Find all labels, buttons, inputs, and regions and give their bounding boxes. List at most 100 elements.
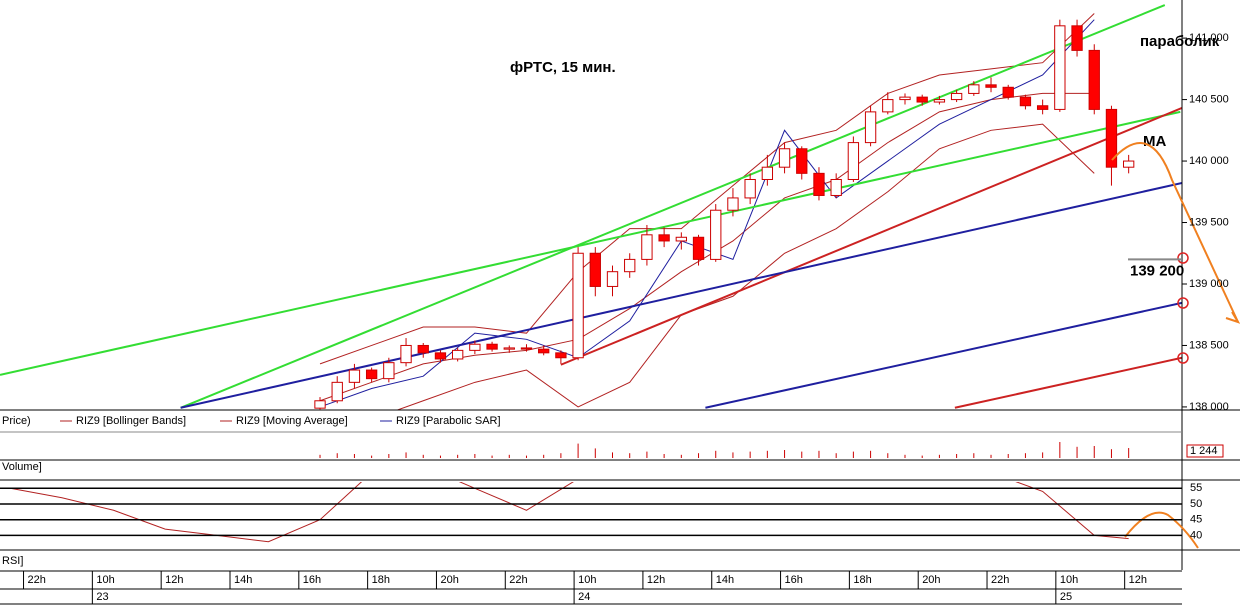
candle-body (365, 369, 378, 380)
y-tick-label: 141 000 (1189, 32, 1229, 44)
candle-body (520, 347, 533, 350)
x-tick-label: 22h (991, 574, 1009, 586)
candle-body (710, 209, 722, 260)
legend-label: RIZ9 [Bollinger Bands] (76, 415, 186, 427)
candle-body (503, 347, 515, 350)
trend-line (560, 107, 1182, 366)
candle-body (348, 369, 361, 383)
arrowhead (1225, 311, 1240, 324)
candle-body (1105, 108, 1118, 168)
indicator-line (319, 19, 1095, 408)
x-tick-label: 14h (234, 574, 252, 586)
y-tick-label: 55 (1190, 482, 1202, 494)
candle-body (400, 344, 412, 364)
candle-body (1071, 25, 1083, 51)
day-label: 24 (578, 591, 590, 603)
panel-label: Volume] (2, 461, 42, 473)
rsi-line (10, 482, 1129, 543)
candle-body (1088, 49, 1100, 110)
candle-body (778, 148, 791, 168)
x-tick-label: 12h (165, 574, 183, 586)
x-tick-label: 10h (578, 574, 596, 586)
y-tick-label: 139 000 (1189, 278, 1229, 290)
y-tick-label: 40 (1190, 529, 1202, 541)
candle-body (1002, 86, 1014, 98)
candle-body (796, 148, 808, 174)
panel-label: RSI] (2, 555, 23, 567)
indicator-line (319, 92, 1095, 402)
price-plot (0, 4, 1182, 410)
candle-body (451, 349, 464, 360)
candle-body (1019, 96, 1032, 107)
candle-body (692, 236, 705, 260)
candle-body (813, 172, 825, 196)
trend-line (180, 4, 1166, 409)
y-tick-label: 138 000 (1189, 401, 1229, 413)
candle-body (641, 234, 653, 260)
y-tick-label: 45 (1190, 514, 1202, 526)
candle-body (331, 381, 343, 402)
x-tick-label: 16h (303, 574, 321, 586)
candle-body (417, 344, 429, 354)
x-tick-label: 12h (1129, 574, 1147, 586)
y-tick-label: 140 000 (1189, 155, 1229, 167)
candle-body (864, 111, 877, 144)
candle-body (555, 352, 567, 359)
level-label: 139 200 (1130, 262, 1184, 279)
trend-line (705, 301, 1182, 409)
marker-circle (1177, 252, 1189, 264)
volume-label: 1 244 (1190, 445, 1218, 457)
candle-body (847, 142, 860, 180)
x-tick-label: 22h (509, 574, 527, 586)
candle-body (1054, 25, 1066, 110)
annotation: MA (1143, 133, 1166, 150)
candle-body (434, 352, 447, 360)
candle-body (916, 96, 928, 103)
arrow (1124, 511, 1199, 549)
x-tick-label: 18h (853, 574, 871, 586)
candle-body (469, 343, 481, 351)
x-tick-label: 18h (372, 574, 390, 586)
arrow (1111, 142, 1239, 323)
candle-body (675, 236, 687, 242)
candle-body (383, 362, 395, 380)
day-label: 25 (1060, 591, 1072, 603)
y-tick-label: 138 500 (1189, 339, 1229, 351)
x-tick-label: 12h (647, 574, 665, 586)
candle-body (572, 252, 584, 359)
indicator-line (319, 13, 1095, 365)
trend-line (0, 110, 1181, 376)
volume-box (1186, 444, 1224, 458)
trend-line (180, 181, 1182, 409)
day-label: 23 (96, 591, 108, 603)
x-tick-label: 22h (28, 574, 46, 586)
indicator-line (395, 123, 1095, 410)
legend-label: RIZ9 [Parabolic SAR] (396, 415, 501, 427)
y-tick-label: 50 (1190, 498, 1202, 510)
x-tick-label: 20h (440, 574, 458, 586)
candle-body (968, 84, 980, 94)
candle-body (538, 348, 550, 354)
candle-body (744, 178, 756, 199)
candle-body (658, 234, 670, 242)
candle-body (950, 92, 963, 101)
x-tick-label: 10h (1060, 574, 1078, 586)
legend-label: RIZ9 [Moving Average] (236, 415, 348, 427)
candle-body (606, 271, 619, 287)
trend-line (954, 356, 1182, 409)
x-tick-label: 20h (922, 574, 940, 586)
candle-body (314, 400, 326, 409)
chart-title: фРТС, 15 мин. (510, 59, 616, 76)
annotation: параболик (1140, 33, 1220, 50)
candle-body (985, 84, 997, 88)
candle-body (589, 252, 601, 287)
y-tick-label: 139 500 (1189, 216, 1229, 228)
x-tick-label: 10h (96, 574, 114, 586)
candle-body (933, 99, 946, 103)
candle-body (899, 96, 911, 101)
candle-body (761, 166, 774, 180)
y-tick-label: 140 500 (1189, 93, 1229, 105)
rsi-plot (10, 482, 1129, 543)
